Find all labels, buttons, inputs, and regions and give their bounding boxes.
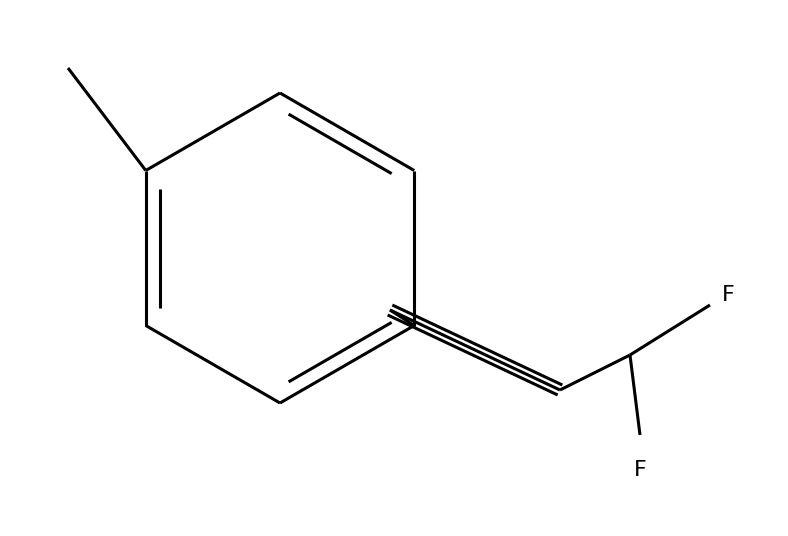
Text: F: F xyxy=(722,285,734,305)
Text: F: F xyxy=(634,460,646,480)
